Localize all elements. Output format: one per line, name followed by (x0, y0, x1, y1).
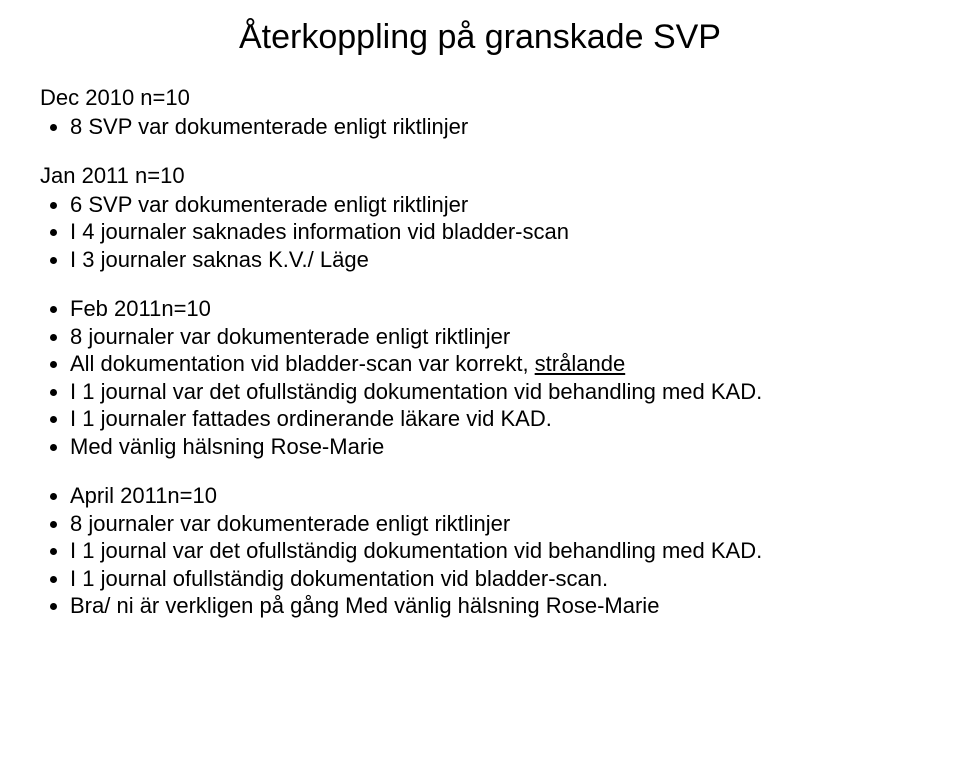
list-apr2011: April 2011n=10 8 journaler var dokumente… (40, 482, 920, 620)
page-title: Återkoppling på granskade SVP (40, 18, 920, 57)
underlined-text: strålande (535, 351, 626, 376)
list-item: 8 journaler var dokumenterade enligt rik… (70, 323, 920, 351)
list-dec2010: 8 SVP var dokumenterade enligt riktlinje… (40, 113, 920, 141)
list-item: I 1 journal var det ofullständig dokumen… (70, 378, 920, 406)
list-item: 6 SVP var dokumenterade enligt riktlinje… (70, 191, 920, 219)
list-item: I 1 journaler fattades ordinerande läkar… (70, 405, 920, 433)
list-item: I 4 journaler saknades information vid b… (70, 218, 920, 246)
list-item: April 2011n=10 (70, 482, 920, 510)
section-heading-jan2011: Jan 2011 n=10 (40, 163, 920, 189)
document-page: Återkoppling på granskade SVP Dec 2010 n… (0, 0, 960, 684)
list-item: Med vänlig hälsning Rose-Marie (70, 433, 920, 461)
list-item: All dokumentation vid bladder-scan var k… (70, 350, 920, 378)
list-item: I 1 journal var det ofullständig dokumen… (70, 537, 920, 565)
list-feb2011: Feb 2011n=10 8 journaler var dokumentera… (40, 295, 920, 460)
list-item: Feb 2011n=10 (70, 295, 920, 323)
list-item: Bra/ ni är verkligen på gång Med vänlig … (70, 592, 920, 620)
list-item: I 3 journaler saknas K.V./ Läge (70, 246, 920, 274)
list-jan2011: 6 SVP var dokumenterade enligt riktlinje… (40, 191, 920, 274)
list-item: 8 journaler var dokumenterade enligt rik… (70, 510, 920, 538)
section-heading-dec2010: Dec 2010 n=10 (40, 85, 920, 111)
list-item: I 1 journal ofullständig dokumentation v… (70, 565, 920, 593)
text-segment: All dokumentation vid bladder-scan var k… (70, 351, 535, 376)
list-item: 8 SVP var dokumenterade enligt riktlinje… (70, 113, 920, 141)
